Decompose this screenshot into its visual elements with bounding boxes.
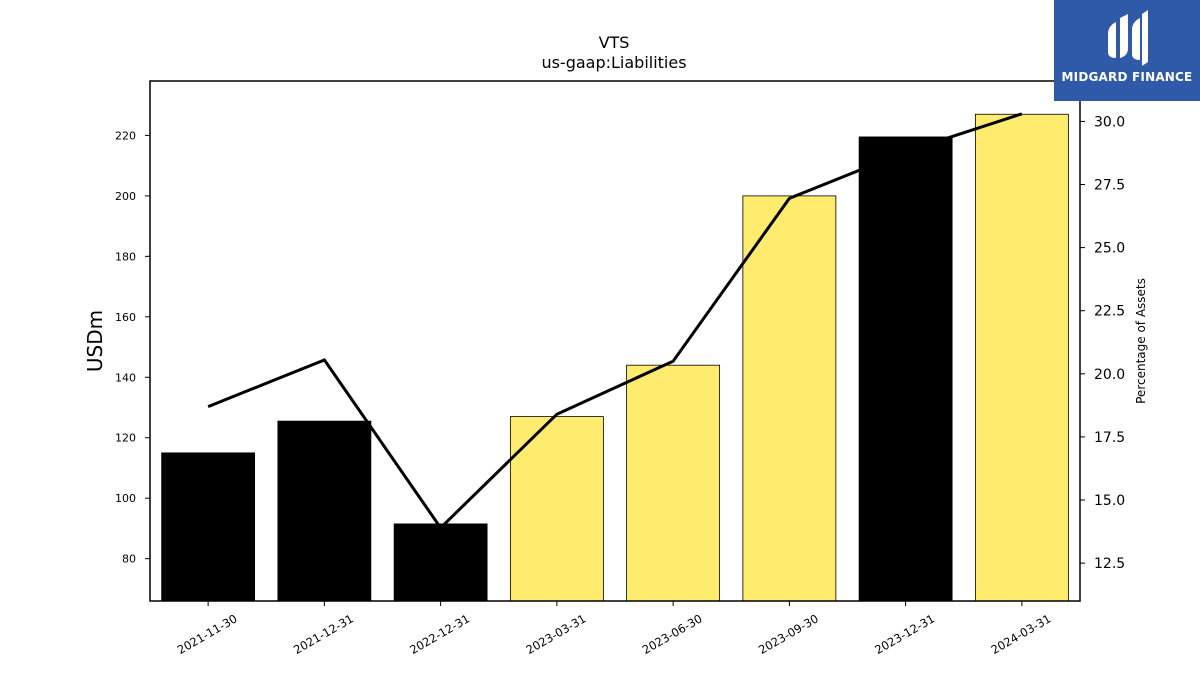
x-tick-label: 2023-03-31 xyxy=(523,611,588,657)
y-tick-label: 120 xyxy=(115,432,136,445)
y2-tick-label: 12.5 xyxy=(1094,556,1125,572)
plot-frame xyxy=(149,80,1081,602)
x-axis-ticks: 2021-11-30 2021-12-31 2022-12-31 2023-03-31… xyxy=(175,601,1053,657)
y2-tick-label: 17.5 xyxy=(1094,430,1125,446)
bar-2023-06-30 xyxy=(626,364,721,602)
y2-tick-label: 20.0 xyxy=(1094,367,1125,383)
y-tick-label: 140 xyxy=(115,371,136,384)
brand-logo: MIDGARD FINANCE xyxy=(1054,0,1200,101)
x-tick-label: 2022-12-31 xyxy=(407,611,472,657)
y2-tick-label: 27.5 xyxy=(1094,177,1125,193)
x-tick-label: 2023-12-31 xyxy=(872,611,937,657)
bar-2023-09-30 xyxy=(742,195,837,602)
bar-2021-12-31 xyxy=(277,420,372,602)
bar-2024-03-31 xyxy=(974,113,1069,602)
y2-axis-label: Percentage of Assets xyxy=(1134,278,1148,404)
y-axis-label: USDm xyxy=(83,310,107,372)
y2-tick-label: 22.5 xyxy=(1094,304,1125,320)
left-axis-ticks: 80 100 120 140 160 180 200 220 xyxy=(115,129,150,566)
y2-tick-label: 25.0 xyxy=(1094,241,1125,257)
x-tick-label: 2021-11-30 xyxy=(175,611,240,657)
bar-2023-03-31 xyxy=(509,416,604,602)
y-tick-label: 100 xyxy=(115,492,136,505)
logo-mark-icon xyxy=(1108,10,1148,66)
bars-group xyxy=(161,113,1069,602)
ratio-line-group xyxy=(207,112,1023,531)
bar-2022-12-31 xyxy=(393,523,488,602)
chart-title: VTS xyxy=(599,33,630,52)
x-tick-label: 2023-06-30 xyxy=(640,611,705,657)
y2-tick-label: 30.0 xyxy=(1094,114,1125,130)
x-tick-label: 2024-03-31 xyxy=(988,611,1053,657)
y2-tick-label: 15.0 xyxy=(1094,493,1125,509)
x-tick-label: 2023-09-30 xyxy=(756,611,821,657)
bar-2021-11-30 xyxy=(161,452,256,602)
right-axis-ticks: 12.5 15.0 17.5 20.0 22.5 25.0 27.5 30.0 xyxy=(1080,114,1125,572)
chart-subtitle: us-gaap:Liabilities xyxy=(541,53,686,72)
y-tick-label: 180 xyxy=(115,250,136,263)
y-tick-label: 160 xyxy=(115,311,136,324)
y-tick-label: 200 xyxy=(115,190,136,203)
y-tick-label: 220 xyxy=(115,129,136,142)
logo-text: MIDGARD FINANCE xyxy=(1061,70,1193,84)
ratio-line xyxy=(207,112,1023,531)
x-tick-label: 2021-12-31 xyxy=(291,611,356,657)
bar-2023-12-31 xyxy=(858,136,953,602)
y-tick-label: 80 xyxy=(122,553,136,566)
